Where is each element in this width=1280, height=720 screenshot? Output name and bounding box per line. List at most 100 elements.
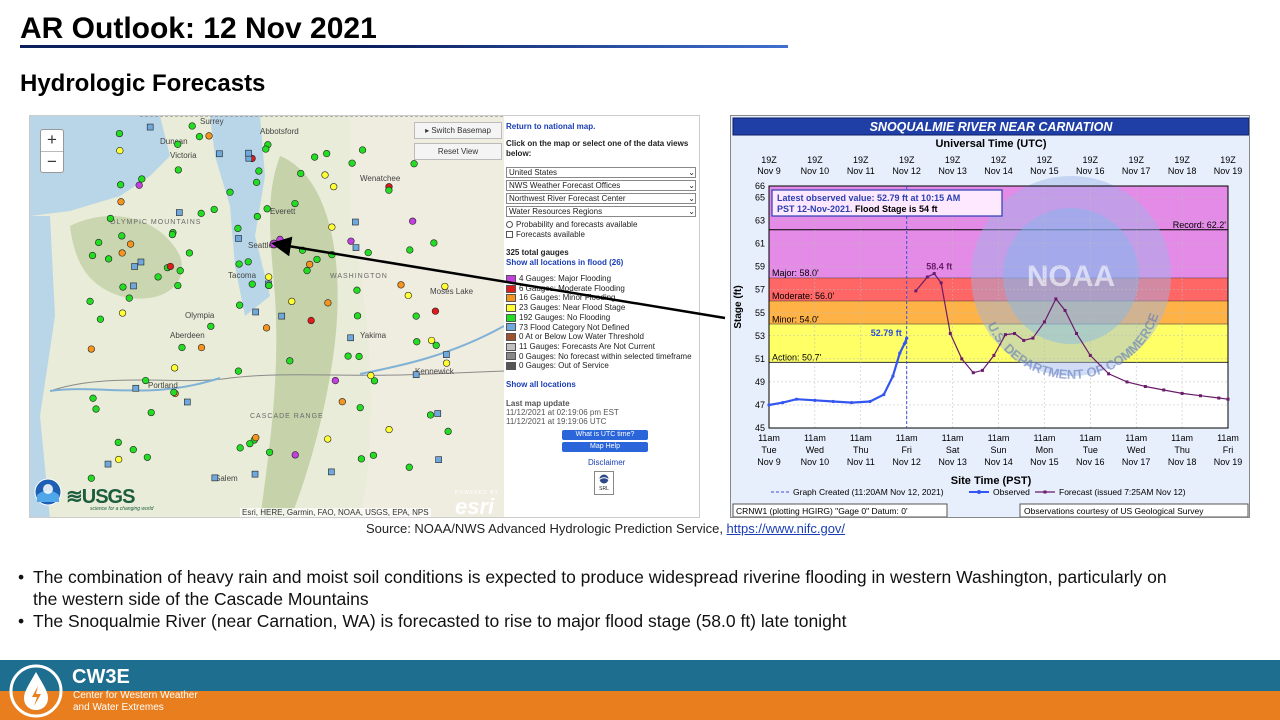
gauge-marker[interactable]: [226, 188, 234, 196]
gauge-marker[interactable]: [278, 312, 286, 320]
utc-time-button[interactable]: What is UTC time?: [562, 430, 648, 441]
gauge-marker[interactable]: [324, 435, 332, 443]
map-canvas[interactable]: Surrey Abbotsford Duncan Everett Seattle Taco…: [30, 116, 504, 518]
gauge-marker[interactable]: [328, 468, 335, 476]
show-all-link[interactable]: Show all locations: [506, 380, 576, 390]
gauge-marker[interactable]: [298, 246, 307, 254]
gauge-marker[interactable]: [347, 237, 355, 245]
gauge-marker[interactable]: [251, 470, 259, 478]
gauge-marker[interactable]: [431, 307, 440, 315]
gauge-marker[interactable]: [178, 343, 186, 352]
gauge-marker[interactable]: [130, 282, 137, 290]
gauge-marker[interactable]: [367, 371, 375, 380]
gauge-marker[interactable]: [283, 241, 291, 249]
gauge-marker[interactable]: [115, 129, 124, 138]
gauge-marker[interactable]: [347, 334, 354, 342]
gauge-marker[interactable]: [328, 223, 336, 231]
gauge-marker[interactable]: [338, 398, 346, 406]
reset-view-button[interactable]: Reset View: [414, 143, 502, 160]
gauge-marker[interactable]: [118, 309, 127, 317]
return-national-link[interactable]: Return to national map.: [506, 122, 596, 131]
gauge-marker[interactable]: [185, 249, 194, 257]
gauge-marker[interactable]: [352, 218, 359, 226]
gauge-marker[interactable]: [358, 146, 367, 154]
gauge-marker[interactable]: [330, 183, 338, 191]
gauge-marker[interactable]: [435, 456, 442, 463]
gauge-marker[interactable]: [262, 324, 271, 332]
option-probability[interactable]: Probability and forecasts available: [506, 220, 697, 229]
gauge-marker[interactable]: [86, 297, 94, 305]
gauge-marker[interactable]: [106, 214, 115, 223]
gauge-marker[interactable]: [146, 123, 154, 131]
gauge-marker[interactable]: [252, 178, 261, 186]
gauge-marker[interactable]: [143, 453, 151, 461]
gauge-marker[interactable]: [166, 262, 174, 271]
gauge-marker[interactable]: [205, 132, 213, 140]
gauge-marker[interactable]: [397, 281, 405, 289]
gauge-marker[interactable]: [252, 308, 259, 316]
gauge-marker[interactable]: [441, 282, 449, 291]
gauge-marker[interactable]: [116, 147, 124, 155]
gauge-marker[interactable]: [132, 384, 140, 392]
gauge-marker[interactable]: [291, 199, 299, 208]
gauge-marker[interactable]: [263, 205, 271, 213]
gauge-marker[interactable]: [406, 246, 414, 254]
gauge-marker[interactable]: [184, 398, 191, 406]
gauge-marker[interactable]: [147, 408, 155, 417]
gauge-marker[interactable]: [444, 427, 452, 436]
gauge-marker[interactable]: [265, 281, 273, 290]
gauge-marker[interactable]: [117, 181, 125, 189]
gauge-marker[interactable]: [412, 371, 420, 379]
gauge-marker[interactable]: [306, 260, 314, 268]
gauge-marker[interactable]: [410, 160, 418, 168]
gauge-marker[interactable]: [427, 336, 436, 345]
gauge-marker[interactable]: [174, 140, 182, 148]
gauge-marker[interactable]: [234, 224, 242, 232]
gauge-marker[interactable]: [174, 166, 182, 174]
gauge-marker[interactable]: [265, 273, 273, 281]
gauge-marker[interactable]: [104, 460, 112, 468]
gauge-marker[interactable]: [117, 198, 125, 206]
gauge-marker-carnation[interactable]: [269, 239, 279, 249]
data-view-select[interactable]: NWS Weather Forecast Offices ⌄: [506, 180, 696, 191]
gauge-marker[interactable]: [442, 359, 451, 367]
gauge-marker[interactable]: [176, 267, 184, 275]
gauge-marker[interactable]: [370, 377, 379, 385]
gauge-marker[interactable]: [412, 312, 420, 320]
gauge-marker[interactable]: [88, 251, 97, 260]
gauge-marker[interactable]: [92, 405, 100, 413]
gauge-marker[interactable]: [95, 238, 103, 247]
gauge-marker[interactable]: [138, 175, 146, 183]
gauge-marker[interactable]: [286, 357, 294, 365]
gauge-marker[interactable]: [119, 283, 127, 291]
gauge-marker[interactable]: [207, 322, 215, 330]
gauge-marker[interactable]: [89, 394, 97, 402]
gauge-marker[interactable]: [195, 133, 204, 141]
gauge-marker[interactable]: [385, 186, 393, 194]
gauge-marker[interactable]: [311, 153, 319, 161]
gauge-marker[interactable]: [385, 425, 393, 434]
show-flood-link[interactable]: Show all locations in flood (26): [506, 258, 624, 267]
gauge-marker[interactable]: [331, 376, 339, 385]
gauge-marker[interactable]: [409, 217, 417, 225]
gauge-marker[interactable]: [118, 249, 126, 257]
gauge-marker[interactable]: [255, 167, 263, 175]
source-link[interactable]: https://www.nifc.gov/: [726, 521, 846, 536]
gauge-marker[interactable]: [115, 455, 123, 464]
gauge-marker[interactable]: [137, 258, 145, 266]
gauge-marker[interactable]: [404, 291, 412, 300]
gauge-marker[interactable]: [236, 444, 244, 452]
gauge-marker[interactable]: [328, 251, 336, 259]
gauge-marker[interactable]: [432, 341, 440, 349]
gauge-marker[interactable]: [313, 255, 321, 264]
zoom-out-button[interactable]: −: [41, 151, 63, 172]
option-forecasts[interactable]: Forecasts available: [506, 230, 697, 239]
gauge-marker[interactable]: [405, 463, 413, 471]
gauge-marker[interactable]: [252, 434, 260, 442]
gauge-marker[interactable]: [323, 149, 331, 158]
gauge-marker[interactable]: [434, 410, 442, 417]
data-view-select[interactable]: United States ⌄: [506, 167, 696, 178]
gauge-marker[interactable]: [353, 312, 362, 320]
gauge-marker[interactable]: [355, 352, 363, 361]
gauge-marker[interactable]: [307, 316, 315, 325]
